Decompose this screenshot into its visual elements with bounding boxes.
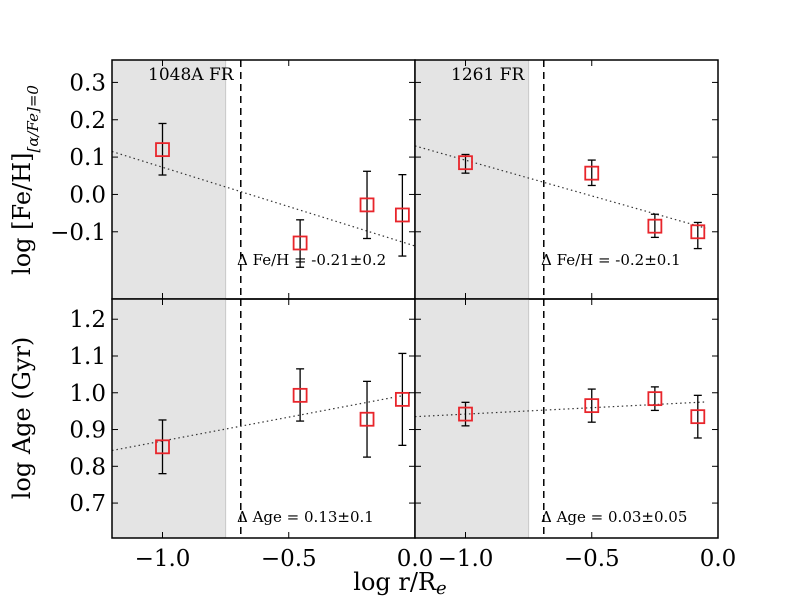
square-marker bbox=[690, 224, 706, 240]
x-axis-title-sub: e bbox=[436, 578, 447, 599]
x-tick-label: −0.5 bbox=[564, 546, 620, 572]
data-point-2 bbox=[359, 170, 375, 240]
x-tick-label: −0.5 bbox=[261, 546, 317, 572]
shaded-region bbox=[112, 299, 227, 538]
y-tick-label: −0.1 bbox=[50, 220, 106, 246]
data-point-1 bbox=[584, 388, 600, 423]
y-axis-title-top-group: log [Fe/H][α/Fe]=0 bbox=[8, 85, 42, 275]
y-tick-label: 0.2 bbox=[69, 108, 106, 134]
panel-age_1048A: −1.0 −0.5 0.0 1.2 1.1 1.0 0.9 0.8 0.7 Δ Age = 0.1… bbox=[69, 298, 434, 572]
data-point-2 bbox=[647, 213, 663, 239]
data-point-0 bbox=[458, 153, 473, 174]
data-point-1 bbox=[292, 219, 308, 268]
delta-annotation: Δ Age = 0.13±0.1 bbox=[237, 508, 374, 526]
x-tick-label: 0.0 bbox=[397, 546, 434, 572]
shaded-region bbox=[112, 60, 227, 299]
plot-area-fe_1048A bbox=[112, 60, 415, 299]
plot-area-age_1048A bbox=[112, 299, 410, 538]
square-marker bbox=[690, 409, 706, 425]
data-point-0 bbox=[155, 122, 170, 176]
fit-line bbox=[415, 145, 706, 229]
y-axis-title-top: log [Fe/H][α/Fe]=0 bbox=[8, 85, 42, 275]
delta-annotation: Δ Fe/H = -0.21±0.2 bbox=[237, 251, 386, 269]
fit-line bbox=[415, 401, 706, 418]
panel-fe_1261: 1261 FR Δ Fe/H = -0.2±0.1 bbox=[414, 59, 719, 300]
square-marker bbox=[584, 398, 600, 414]
panel-age_1261: −1.0 −0.5 0.0 Δ Age = 0.03±0.05 bbox=[414, 298, 737, 572]
data-point-0 bbox=[458, 401, 473, 427]
y-tick-label: 0.1 bbox=[69, 145, 106, 171]
plot-area-age_1261 bbox=[415, 299, 706, 538]
x-tick-label: 0.0 bbox=[700, 546, 737, 572]
data-point-2 bbox=[647, 386, 663, 412]
y-axis-title-bottom: log Age (Gyr) bbox=[8, 337, 36, 500]
data-point-0 bbox=[155, 419, 170, 475]
square-marker bbox=[394, 207, 410, 223]
square-marker bbox=[647, 218, 663, 234]
data-point-3 bbox=[690, 394, 706, 439]
y-tick-label: 0.9 bbox=[69, 418, 106, 444]
square-marker bbox=[458, 155, 473, 171]
data-point-3 bbox=[690, 221, 706, 250]
data-point-2 bbox=[359, 380, 375, 458]
panel-label: 1048A FR bbox=[148, 65, 235, 85]
x-axis-title-main: log r/R bbox=[353, 568, 437, 596]
y-tick-label: 0.8 bbox=[69, 454, 106, 480]
x-axis-title: log r/Re bbox=[353, 568, 446, 599]
delta-annotation: Δ Fe/H = -0.2±0.1 bbox=[541, 251, 681, 269]
delta-annotation: Δ Age = 0.03±0.05 bbox=[541, 508, 687, 526]
data-point-3 bbox=[394, 173, 410, 257]
y-tick-label: 1.1 bbox=[69, 344, 106, 370]
square-marker bbox=[394, 391, 410, 407]
panels-layer: 0.3 0.2 0.1 0.0 −0.1 1048A FR Δ Fe/H = -0.21±0… bbox=[50, 59, 737, 572]
square-marker bbox=[584, 165, 600, 181]
square-marker bbox=[292, 235, 308, 251]
x-tick-label: −1.0 bbox=[135, 546, 191, 572]
y-tick-label: 0.7 bbox=[69, 491, 106, 517]
square-marker bbox=[292, 387, 308, 403]
y-tick-label: 1.0 bbox=[69, 381, 106, 407]
square-marker bbox=[458, 406, 473, 422]
plot-area-fe_1261 bbox=[415, 60, 706, 299]
fit-line bbox=[112, 150, 415, 247]
square-marker bbox=[155, 142, 170, 158]
y-tick-label: 0.0 bbox=[69, 182, 106, 208]
panel-label: 1261 FR bbox=[451, 65, 525, 85]
data-point-1 bbox=[292, 368, 308, 422]
y-tick-label: 0.3 bbox=[69, 70, 106, 96]
square-marker bbox=[647, 391, 663, 407]
data-point-1 bbox=[584, 159, 600, 187]
y-tick-label: 1.2 bbox=[69, 307, 106, 333]
panel-fe_1048A: 0.3 0.2 0.1 0.0 −0.1 1048A FR Δ Fe/H = -0.21±0… bbox=[50, 59, 416, 300]
y-axis-title-bottom-group: log Age (Gyr) bbox=[8, 337, 36, 500]
panel-frame bbox=[414, 298, 719, 539]
square-marker bbox=[359, 197, 375, 213]
shaded-region bbox=[415, 60, 530, 299]
x-tick-label: −1.0 bbox=[438, 546, 494, 572]
square-marker bbox=[155, 439, 170, 455]
square-marker bbox=[359, 411, 375, 427]
data-point-3 bbox=[394, 352, 410, 446]
